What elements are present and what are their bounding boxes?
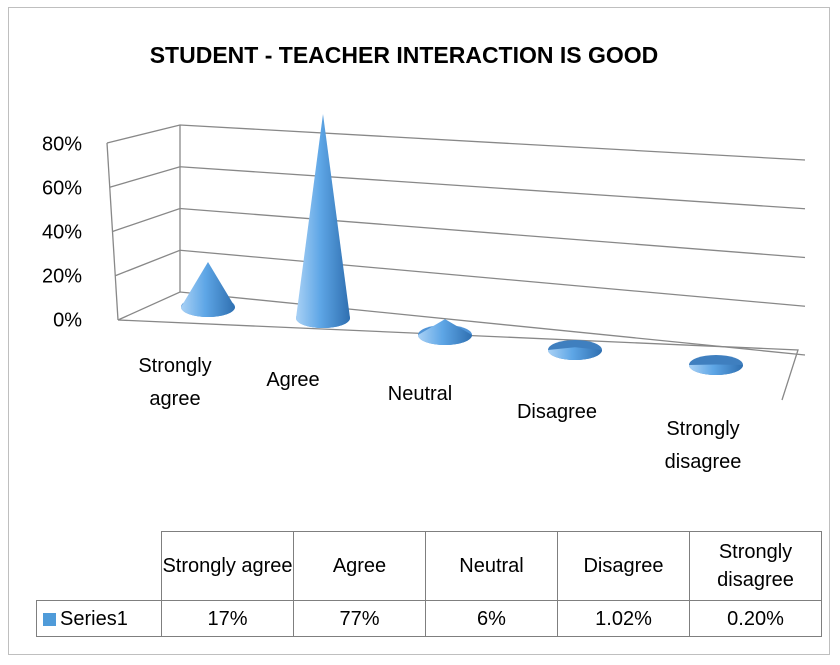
table-value: 17% xyxy=(161,600,294,637)
cone-body xyxy=(689,364,743,375)
legend-key xyxy=(43,612,56,626)
y-tick-label: 80% xyxy=(42,133,82,155)
x-tick-label: Strongly agree xyxy=(138,355,212,410)
cone-body xyxy=(548,347,602,360)
x-tick-label: Strongly disagree xyxy=(664,418,742,473)
x-tick-label: Disagree xyxy=(516,401,598,423)
cone xyxy=(296,113,350,328)
cone-body xyxy=(296,113,350,328)
table-header: Agree xyxy=(293,531,426,601)
chart-title: STUDENT - TEACHER INTERACTION IS GOOD xyxy=(150,42,659,68)
data-table: Strongly agree Agree Neutral Disagree Strong… xyxy=(36,531,822,637)
floor-edge xyxy=(117,319,799,401)
legend-label: Series1 xyxy=(60,607,128,630)
cone xyxy=(689,355,743,375)
grid-line xyxy=(106,124,806,161)
y-tick-label: 20% xyxy=(42,265,82,287)
table-value: 0.20% xyxy=(689,600,822,637)
table-header: Strongly agree xyxy=(161,531,294,601)
table-value: 77% xyxy=(293,600,426,637)
table-header: Disagree xyxy=(557,531,690,601)
y-tick-label: 40% xyxy=(42,221,82,243)
table-value: 6% xyxy=(425,600,558,637)
cone-body xyxy=(418,319,472,345)
legend-entry: Series1 xyxy=(36,600,162,637)
chart-frame xyxy=(8,7,830,655)
y-tick-label: 0% xyxy=(53,309,82,331)
x-tick-label: Agree xyxy=(266,369,320,391)
x-tick-label: Neutral xyxy=(387,383,453,405)
cone-body xyxy=(181,261,235,317)
cone xyxy=(548,340,602,360)
cone xyxy=(181,261,235,317)
cone xyxy=(418,319,472,345)
table-value: 1.02% xyxy=(557,600,690,637)
grid-line xyxy=(109,166,806,210)
table-header: Neutral xyxy=(425,531,558,601)
grid-line xyxy=(112,207,806,259)
axis-line xyxy=(106,142,119,321)
y-tick-label: 60% xyxy=(42,177,82,199)
table-header: Strongly disagree xyxy=(689,531,822,601)
